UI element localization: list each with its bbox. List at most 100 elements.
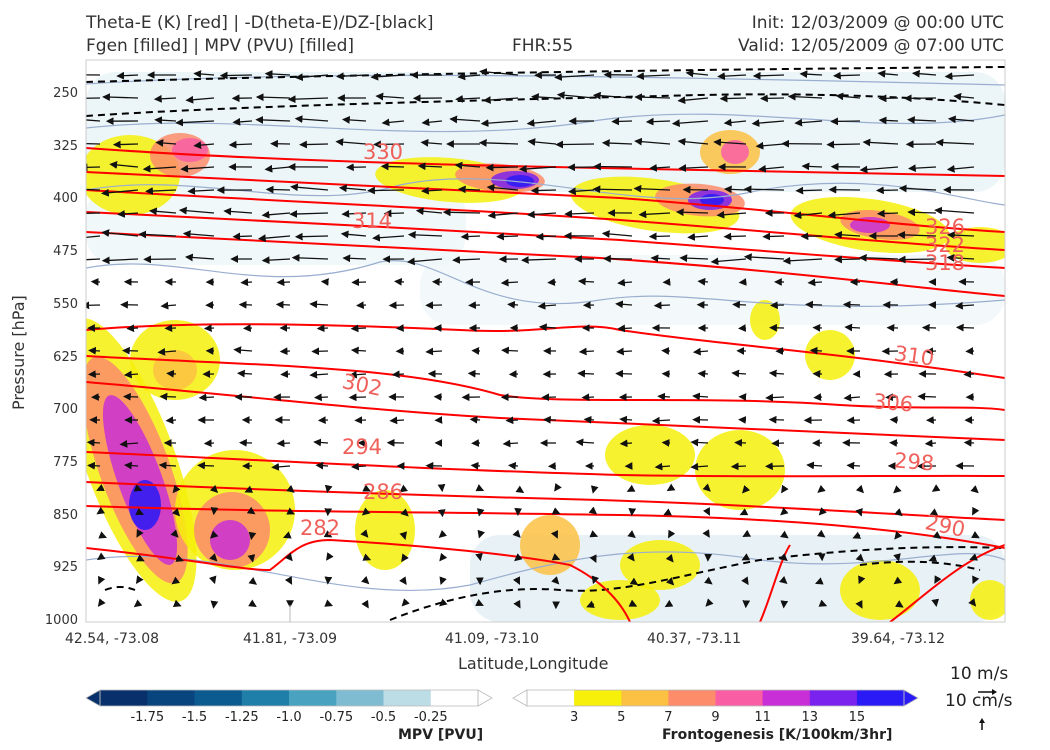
wind-vector — [894, 531, 903, 540]
wind-vector — [96, 506, 106, 515]
wind-vector — [717, 72, 747, 81]
wind-vector — [935, 138, 975, 147]
wind-vector — [124, 461, 139, 470]
wind-vector — [123, 370, 139, 379]
colorbars: -1.75 -1.5 -1.25 -1.0 -0.75 -0.5 -0.25 3 5 7 9 11 13… — [85, 689, 919, 725]
wind-vector — [577, 277, 595, 286]
wind-vector — [389, 416, 405, 425]
wind-vector — [679, 254, 709, 263]
wind-vector — [586, 600, 595, 608]
wind-vector — [291, 253, 329, 262]
wind-vector — [908, 164, 937, 173]
wind-vector — [193, 70, 215, 78]
wind-vector — [592, 185, 633, 194]
wind-vector — [180, 164, 215, 173]
wind-vector — [478, 139, 519, 147]
wind-legend-arrows — [978, 689, 997, 730]
wind-vector — [282, 531, 292, 539]
mpv-colorbar-tick-label: -1.75 — [130, 710, 164, 725]
wind-vector — [485, 163, 519, 172]
wind-vector — [394, 277, 405, 286]
wind-vector — [116, 71, 139, 80]
wind-vector — [697, 369, 709, 378]
wind-vector — [388, 301, 405, 310]
wind-vector — [554, 483, 562, 492]
fgen-colorbar-tick-label: 3 — [570, 710, 578, 725]
wind-vector — [972, 575, 980, 585]
wind-vector — [649, 163, 671, 172]
mpv-contour-line — [86, 260, 1005, 307]
mpv-contour-line — [86, 178, 1005, 206]
mpv-colorbar-tick-label: -1.25 — [225, 710, 259, 725]
wind-vector — [654, 462, 671, 471]
wind-vector — [846, 461, 861, 470]
fgen-filled-area — [506, 175, 534, 187]
wind-vector — [590, 485, 599, 494]
wind-vector — [311, 347, 329, 356]
wind-vector — [439, 598, 448, 607]
fgen-colorbar-tick-label: 15 — [849, 710, 866, 725]
wind-vector — [921, 323, 937, 332]
wind-vector — [500, 278, 519, 287]
wind-vector — [361, 575, 370, 585]
wind-vector — [768, 415, 785, 424]
wind-vector — [457, 185, 481, 194]
mpv-colorbar-swatch — [194, 690, 243, 706]
mpv-colorbar-extend-low — [85, 689, 101, 707]
theta-e-contour — [889, 544, 1005, 622]
fgen-filled-area — [695, 430, 785, 510]
wind-vector — [895, 600, 904, 608]
wind-vector — [713, 138, 747, 147]
title-line-2: Fgen [filled] | MPV (PVU) [filled] — [86, 36, 355, 56]
fgen-colorbar-tick-label: 11 — [754, 710, 771, 725]
wind-vector — [771, 439, 785, 448]
wind-vector — [362, 553, 372, 561]
theta-e-label: 318 — [925, 251, 965, 275]
wind-vector — [551, 553, 561, 561]
fgen-colorbar-extend-high — [903, 689, 919, 707]
wind-vector — [98, 531, 108, 539]
wind-vector — [233, 346, 253, 355]
theta-e-contour — [86, 189, 1005, 251]
stability-contour — [104, 586, 136, 591]
fgen-colorbar-swatch — [762, 690, 811, 706]
wind-vector — [520, 256, 557, 264]
wind-vector — [663, 508, 672, 516]
wind-vector — [782, 256, 823, 265]
wind-vector — [279, 347, 291, 356]
wind-vector — [862, 138, 899, 147]
wind-vector — [795, 186, 823, 195]
wind-vector — [628, 599, 638, 607]
wind-vector — [289, 210, 329, 218]
wind-vector — [547, 278, 557, 286]
fgen-colorbar-frame — [526, 689, 905, 707]
wind-vector — [86, 301, 101, 310]
fgen-colorbar-tick-label: 5 — [617, 710, 625, 725]
y-tick-label: 775 — [53, 454, 78, 470]
wind-vector — [671, 119, 709, 128]
wind-vector — [779, 553, 788, 562]
wind-vector — [963, 438, 975, 447]
wind-vector — [677, 137, 709, 146]
wind-vector — [336, 72, 367, 81]
wind-vector — [515, 485, 525, 494]
wind-vector — [348, 393, 367, 402]
wind-vector — [294, 232, 329, 241]
wind-vector — [768, 369, 785, 378]
wind-vector — [634, 137, 671, 146]
wind-vector — [893, 485, 902, 494]
wind-vector — [732, 300, 747, 309]
wind-vector — [917, 392, 937, 401]
fgen-colorbar-swatch — [574, 690, 622, 706]
wind-vector — [844, 323, 861, 332]
wind-vector — [934, 575, 942, 584]
wind-vector — [437, 509, 446, 518]
wind-vector — [730, 462, 747, 471]
wind-vector — [97, 598, 106, 607]
wind-vector — [171, 576, 181, 585]
mpv-colorbar-frame — [99, 689, 479, 707]
wind-vector — [946, 253, 975, 262]
wind-vector — [255, 93, 291, 102]
wind-vector — [537, 301, 557, 310]
wind-vector — [953, 92, 975, 101]
